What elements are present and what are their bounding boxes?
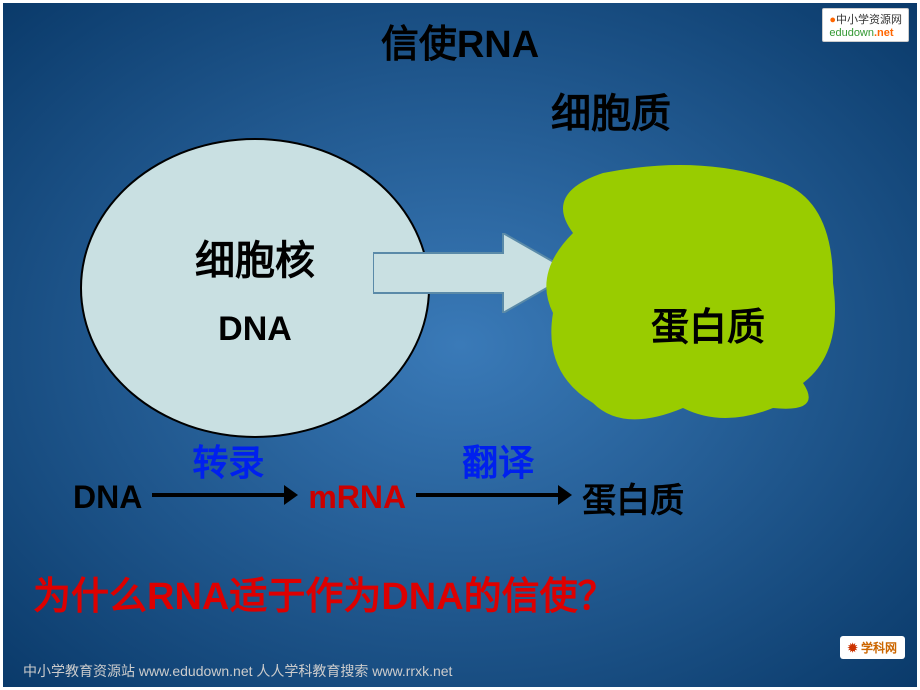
watermark-line1: 中小学资源网 xyxy=(836,14,902,26)
cytoplasm-blob: 蛋白质 xyxy=(523,153,853,433)
watermark-br-text: 学科网 xyxy=(861,641,897,655)
watermark-icon: ● xyxy=(829,14,836,26)
flow-text: DNA xyxy=(73,479,142,516)
flow-arrow-wrap: 翻译 xyxy=(414,480,574,515)
watermark-line2-suffix: .net xyxy=(874,27,894,39)
question-text: 为什么RNA适于作为DNA的信使？ xyxy=(33,565,616,620)
flow-text: 蛋白质 xyxy=(582,473,684,522)
flow-diagram: DNA转录mRNA翻译蛋白质 xyxy=(73,473,684,522)
flow-arrow-label: 转录 xyxy=(192,434,264,486)
dna-label: DNA xyxy=(218,310,292,349)
nucleus-label: 细胞核 xyxy=(195,228,315,286)
flow-arrow-label: 翻译 xyxy=(462,434,534,486)
watermark-line2: edudown xyxy=(829,27,874,39)
protein-label: 蛋白质 xyxy=(651,296,765,351)
slide-title: 信使RNA xyxy=(381,13,539,68)
flow-text: mRNA xyxy=(308,479,406,516)
slide: 信使RNA ●中小学资源网 edudown.net 细胞质 细胞核 DNA 蛋白… xyxy=(0,0,920,690)
blob-path xyxy=(546,165,835,419)
cytoplasm-label: 细胞质 xyxy=(551,81,671,139)
footer-text: 中小学教育资源站 www.edudown.net 人人学科教育搜索 www.rr… xyxy=(23,661,452,681)
flow-arrow-wrap: 转录 xyxy=(150,480,300,515)
watermark-top-right: ●中小学资源网 edudown.net xyxy=(822,8,909,42)
blob-svg xyxy=(523,153,853,433)
watermark-bottom-right: ✹ 学科网 xyxy=(840,636,905,659)
